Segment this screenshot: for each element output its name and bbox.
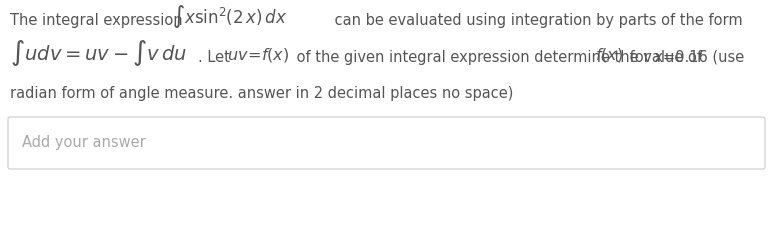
Text: can be evaluated using integration by parts of the form: can be evaluated using integration by pa… xyxy=(330,13,743,28)
Text: The integral expression: The integral expression xyxy=(10,13,187,28)
Text: for x=0.16 (use: for x=0.16 (use xyxy=(625,50,744,65)
Text: $\int udv = uv - \int v\,du$: $\int udv = uv - \int v\,du$ xyxy=(10,38,187,68)
Text: of the given integral expression determine the value of: of the given integral expression determi… xyxy=(292,50,707,65)
Text: $\int x\sin^2\!(2\,x)\,dx$: $\int x\sin^2\!(2\,x)\,dx$ xyxy=(172,3,288,30)
Text: Add your answer: Add your answer xyxy=(22,135,146,151)
Text: . Let: . Let xyxy=(198,50,234,65)
Text: radian form of angle measure. answer in 2 decimal places no space): radian form of angle measure. answer in … xyxy=(10,86,513,101)
FancyBboxPatch shape xyxy=(8,117,765,169)
Text: $f(x)$: $f(x)$ xyxy=(595,47,623,65)
Text: $uv\!=\!f(x)$: $uv\!=\!f(x)$ xyxy=(227,47,289,65)
